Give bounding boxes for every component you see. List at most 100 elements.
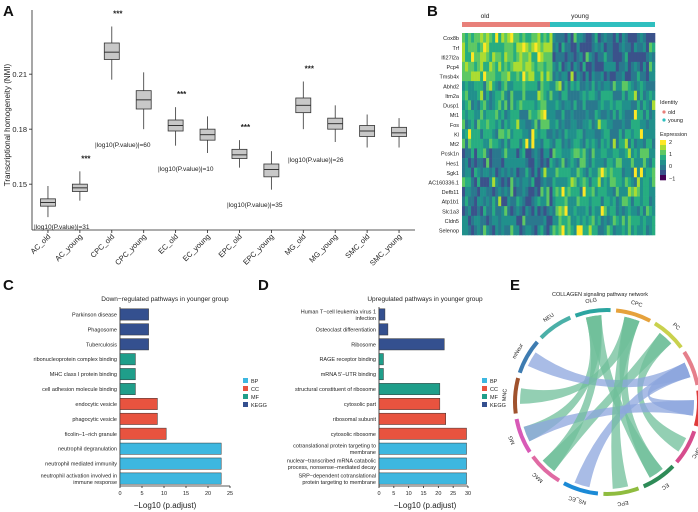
heatmap-cell	[582, 52, 586, 63]
panel-d-title: Upregulated pathways in younger group	[367, 296, 483, 303]
heatmap-cell	[510, 206, 514, 217]
gene-label: Trf	[452, 46, 459, 52]
heatmap-cell	[591, 215, 595, 226]
heatmap-cell	[474, 138, 478, 149]
heatmap-cell	[573, 33, 577, 43]
box-EPC_old	[231, 148, 248, 159]
heatmap-cell	[558, 186, 562, 197]
heatmap-cell	[588, 215, 592, 226]
heatmap-cell	[468, 71, 472, 82]
panel-e-chord: COLLAGEN signaling pathway network OLG CP…	[502, 292, 698, 507]
panel-c-title: Down−regulated pathways in younger group	[101, 296, 229, 303]
heatmap-cell	[540, 33, 544, 43]
heatmap-cell	[564, 42, 568, 53]
sector-label: OPC	[690, 446, 698, 459]
legend-label-MF: MF	[490, 395, 499, 401]
heatmap-cell	[489, 109, 493, 120]
heatmap-cell	[465, 61, 469, 72]
heatmap-cell	[561, 138, 565, 149]
heatmap-cell	[504, 71, 508, 82]
heatmap-cell	[513, 119, 517, 130]
heatmap-cell	[465, 148, 469, 159]
heatmap-cell	[522, 33, 526, 43]
heatmap-cell	[486, 225, 490, 236]
heatmap-cell	[621, 90, 626, 101]
heatmap-cell	[522, 100, 526, 111]
heatmap-cell	[630, 206, 635, 217]
panel-a-ylabel: Transcriptional homogeneity (NMI)	[3, 63, 12, 186]
heatmap-cell	[486, 196, 490, 207]
category-label: ribosomal subunit	[333, 417, 377, 423]
heatmap-cell	[552, 90, 556, 101]
heatmap-cell	[495, 196, 499, 207]
heatmap-cell	[609, 148, 614, 159]
heatmap-cell	[597, 225, 602, 236]
identity-dot-young	[662, 118, 666, 122]
heatmap-cell	[579, 90, 583, 101]
heatmap-cell	[468, 206, 472, 217]
gene-label: Mt2	[450, 142, 459, 148]
x-tick-label: 10	[161, 491, 167, 497]
heatmap-cell	[579, 215, 583, 226]
heatmap-cell	[585, 206, 589, 217]
heatmap-cell	[651, 225, 656, 236]
heatmap-cell	[573, 158, 577, 168]
heatmap-cell	[537, 196, 541, 207]
category-label: cotranslational protein targeting to memb…	[293, 444, 376, 457]
heatmap-cell	[525, 158, 529, 168]
heatmap-cell	[609, 177, 614, 188]
heatmap-cell	[600, 148, 605, 159]
heatmap-cell	[609, 100, 614, 111]
colorbar-segment	[660, 165, 666, 171]
heatmap-cell	[498, 206, 502, 217]
heatmap-cell	[498, 52, 502, 63]
heatmap-cell	[609, 215, 614, 226]
heatmap-cell	[651, 196, 656, 207]
heatmap-cell	[534, 206, 538, 217]
heatmap-cell	[609, 33, 614, 43]
heatmap-cell	[579, 129, 583, 140]
heatmap-cell	[597, 158, 602, 168]
legend-label-CC: CC	[251, 387, 259, 393]
gene-label: Hes1	[446, 161, 459, 167]
heatmap-cell	[576, 33, 580, 43]
pvalue-label: |log10(P.value)|=60	[95, 142, 151, 149]
heatmap-cell	[606, 186, 611, 197]
heatmap-cell	[645, 61, 650, 72]
heatmap-cell	[528, 100, 532, 111]
heatmap-cell	[618, 119, 623, 130]
heatmap-cell	[534, 129, 538, 140]
heatmap-cell	[555, 129, 559, 140]
legend-label-MF: MF	[251, 395, 260, 401]
heatmap-cell	[564, 158, 568, 168]
heatmap-cell	[558, 158, 562, 168]
heatmap-cell	[513, 158, 517, 168]
heatmap-cell	[462, 215, 466, 226]
heatmap-cell	[651, 148, 656, 159]
heatmap-cell	[501, 81, 505, 92]
heatmap-cell	[501, 61, 505, 72]
heatmap-cell	[513, 33, 517, 43]
heatmap-cell	[645, 90, 650, 101]
heatmap-cell	[549, 129, 553, 140]
heatmap-cell	[537, 148, 541, 159]
heatmap-cell	[645, 177, 650, 188]
heatmap-cell	[534, 100, 538, 111]
heatmap-cell	[495, 90, 499, 101]
heatmap-cell	[507, 158, 511, 168]
heatmap-cell	[510, 186, 514, 197]
heatmap-cell	[594, 119, 599, 130]
heatmap-cell	[474, 206, 478, 217]
heatmap-cell	[519, 177, 523, 188]
heatmap-cell	[462, 206, 466, 217]
heatmap-cell	[501, 148, 505, 159]
heatmap-cell	[621, 196, 626, 207]
heatmap-cell	[552, 196, 556, 207]
heatmap-cell	[630, 109, 635, 120]
heatmap-cell	[543, 33, 547, 43]
heatmap-cell	[471, 119, 475, 130]
heatmap-cell	[474, 215, 478, 226]
heatmap-cell	[636, 148, 641, 159]
heatmap-cell	[480, 138, 484, 149]
heatmap-cell	[606, 81, 611, 92]
